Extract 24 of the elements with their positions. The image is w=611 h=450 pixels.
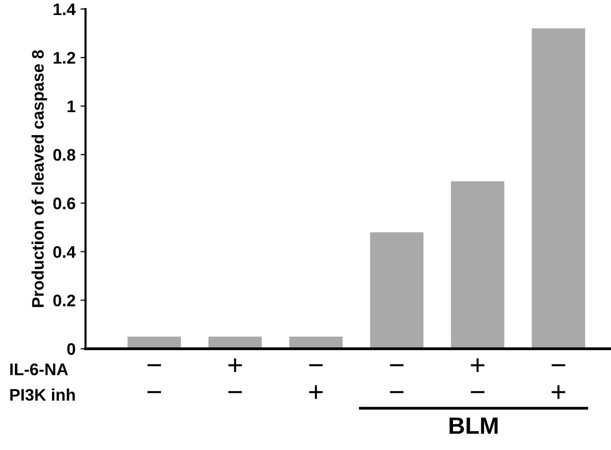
text: IL-6-NA xyxy=(10,363,68,376)
x-tick-label: + − xyxy=(470,358,484,394)
x-tick-label: − − xyxy=(148,364,162,394)
y-tick-label: 0.8 xyxy=(53,149,76,161)
text: PI3K inh xyxy=(10,388,75,401)
y-axis-title: Production of cleaved caspase 8 xyxy=(32,50,48,307)
bar xyxy=(289,336,343,349)
y-tick-label: 1.2 xyxy=(54,52,76,64)
x-tick-label: − − xyxy=(390,364,404,394)
bar xyxy=(128,336,181,349)
y-tick-label: 0.6 xyxy=(53,198,76,210)
x-tick-label: − + xyxy=(552,364,566,399)
bar xyxy=(370,232,424,349)
y-tick-label: 0.4 xyxy=(53,246,76,258)
y-tick-label: 1 xyxy=(68,100,76,112)
y-tick-label: 0 xyxy=(67,343,76,355)
bar xyxy=(532,28,586,349)
x-tick-label: − + xyxy=(309,364,323,399)
x-tick-label: + − xyxy=(228,358,242,394)
bar xyxy=(208,336,262,349)
text: BLM xyxy=(450,418,498,434)
y-tick-label: 0.2 xyxy=(53,294,76,306)
bar xyxy=(450,181,504,349)
y-tick-label: 1.4 xyxy=(54,4,76,16)
